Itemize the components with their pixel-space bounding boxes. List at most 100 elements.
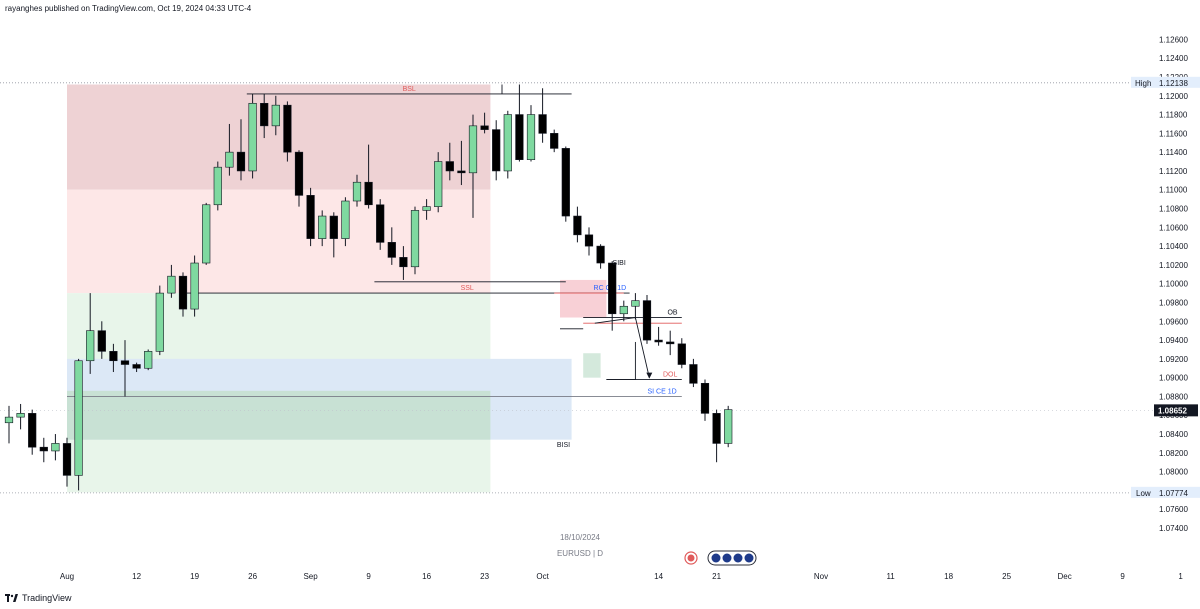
flag-icon[interactable]	[684, 551, 698, 565]
high-value-label: 1.12138	[1159, 79, 1188, 88]
low-tag-label: Low	[1136, 489, 1151, 498]
candle-body-down	[376, 204, 385, 243]
ob-line-label: OB	[667, 310, 677, 317]
y-tick-label: 1.07400	[1159, 524, 1188, 533]
candle	[4, 405, 14, 444]
footer-brand: TradingView	[5, 593, 72, 603]
candle-body-up	[468, 125, 478, 174]
candle	[86, 293, 95, 374]
projection-path	[594, 317, 650, 378]
candle	[422, 199, 431, 220]
candle-body-down	[457, 170, 466, 174]
y-tick-label: 1.11400	[1159, 148, 1188, 157]
candle	[202, 202, 211, 265]
candle-body-down	[109, 351, 118, 362]
candle	[271, 95, 280, 136]
candle	[190, 255, 199, 317]
y-tick-label: 1.10800	[1159, 205, 1188, 214]
candle	[596, 244, 605, 269]
candle	[573, 206, 582, 243]
y-tick-label: 1.08200	[1159, 449, 1188, 458]
candle	[689, 358, 698, 388]
candle-body-down	[294, 151, 304, 196]
candle	[561, 146, 570, 222]
x-tick-label: Dec	[1057, 572, 1071, 581]
candle-body-down	[677, 343, 686, 365]
annotations-layer: SIBI BISI	[557, 260, 626, 449]
x-tick-label: 1	[1178, 572, 1183, 581]
candle	[666, 330, 675, 356]
projection-arrowhead	[646, 372, 653, 379]
candle	[387, 227, 396, 265]
candle	[51, 434, 60, 461]
y-tick-label: 1.10200	[1159, 261, 1188, 270]
candle-body-down	[608, 262, 617, 315]
candle-body-down	[260, 102, 269, 127]
candle-body-up	[16, 413, 25, 418]
candle	[608, 261, 617, 331]
candle-body-down	[306, 195, 315, 239]
candle-body-up	[422, 206, 431, 211]
candle	[329, 212, 338, 258]
candle	[167, 264, 176, 298]
x-tick-label: 11	[886, 572, 895, 581]
x-axis: Aug 12 19 26 Sep 9 16 23 Oct 14 21 Nov 11 18 25 Dec 9 1	[60, 572, 1183, 581]
x-tick-label: 9	[1120, 572, 1125, 581]
candle	[260, 93, 269, 139]
candle-body-down	[120, 360, 130, 365]
low-value-label: 1.07774	[1159, 489, 1188, 498]
y-tick-label: 1.10600	[1159, 223, 1188, 232]
range-lines	[0, 82, 1155, 494]
low-value-bg	[1157, 486, 1200, 498]
candle-body-down	[236, 151, 246, 172]
y-tick-label: 1.12600	[1159, 35, 1188, 44]
candle	[39, 437, 48, 463]
x-tick-label: 26	[248, 572, 257, 581]
publish-header: rayanghes published on TradingView.com, …	[5, 4, 252, 13]
candle-body-down	[329, 215, 338, 239]
candle-body-down	[132, 364, 141, 369]
candle-body-down	[480, 125, 489, 130]
candle-body-down	[515, 114, 524, 160]
candle-body-down	[584, 234, 594, 247]
candle	[445, 142, 454, 181]
economic-events-icon[interactable]	[707, 550, 757, 566]
last-price-label: 1.08652	[1158, 406, 1187, 415]
candle	[97, 321, 106, 359]
candle	[584, 227, 594, 256]
candle	[515, 84, 524, 162]
x-tick-label: 16	[422, 572, 431, 581]
candle	[457, 140, 466, 186]
y-tick-label: 1.11600	[1159, 129, 1188, 138]
x-tick-label: 18	[944, 572, 953, 581]
candle	[16, 403, 25, 430]
candle-body-down	[387, 242, 396, 258]
candle-body-down	[700, 382, 710, 414]
candle	[283, 101, 292, 162]
candle-body-down	[445, 161, 454, 172]
candle-body-down	[573, 215, 582, 236]
candle-body-down	[642, 300, 652, 341]
candle	[480, 112, 489, 134]
candle-body-up	[144, 351, 153, 369]
candle	[62, 437, 72, 487]
candle	[399, 246, 408, 280]
candle	[341, 197, 350, 247]
candle-body-down	[283, 104, 292, 153]
candle-body-up	[190, 262, 199, 310]
y-tick-label: 1.09600	[1159, 317, 1188, 326]
candle	[236, 119, 246, 181]
candle	[410, 206, 420, 275]
y-tick-label: 1.07600	[1159, 505, 1188, 514]
candle-body-up	[526, 114, 536, 160]
candle-body-down	[538, 114, 547, 134]
dol-line-label: DOL	[663, 372, 678, 379]
candle	[538, 88, 547, 143]
candle	[306, 187, 315, 247]
candle-body-down	[550, 133, 559, 149]
y-tick-label: 1.09400	[1159, 336, 1188, 345]
candle	[503, 110, 512, 179]
candle-body-up	[341, 200, 350, 239]
candle-body-up	[155, 292, 164, 352]
